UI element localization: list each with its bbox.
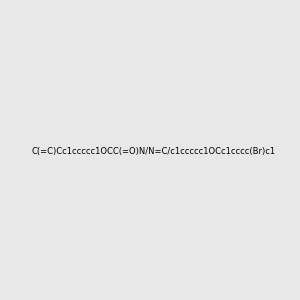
Text: C(=C)Cc1ccccc1OCC(=O)N/N=C/c1ccccc1OCc1cccc(Br)c1: C(=C)Cc1ccccc1OCC(=O)N/N=C/c1ccccc1OCc1c… bbox=[32, 147, 276, 156]
